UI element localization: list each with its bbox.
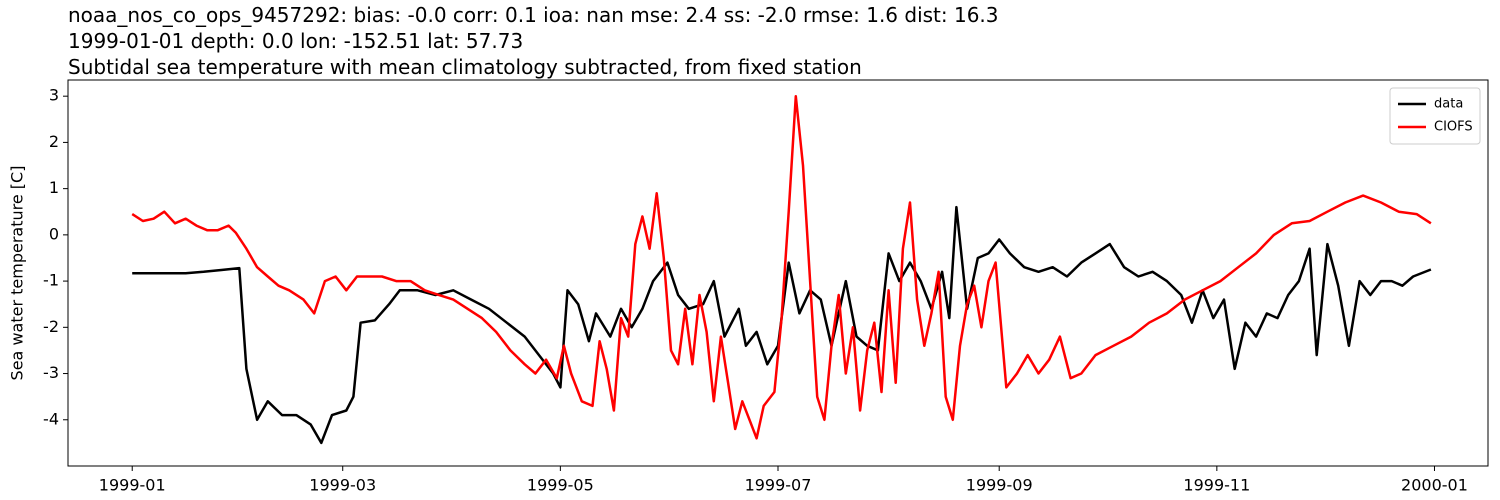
legend-label: data <box>1434 97 1463 112</box>
title-line: Subtidal sea temperature with mean clima… <box>68 55 862 79</box>
y-tick-label: 2 <box>49 132 59 151</box>
x-tick-label: 1999-07 <box>745 476 812 495</box>
y-tick-label: -4 <box>43 409 59 428</box>
series-line <box>131 94 1432 440</box>
x-tick-label: 1999-09 <box>966 476 1033 495</box>
y-tick-label: -2 <box>43 317 59 336</box>
x-tick-label: 1999-01 <box>99 476 166 495</box>
y-tick-label: -1 <box>43 271 59 290</box>
y-tick-label: 3 <box>49 86 59 105</box>
legend-box <box>1389 87 1481 145</box>
title-line: 1999-01-01 depth: 0.0 lon: -152.51 lat: … <box>68 29 523 53</box>
y-axis-label: Sea water temperature [C] <box>8 166 27 381</box>
x-tick-label: 1999-05 <box>527 476 594 495</box>
legend-label: CIOFS <box>1434 120 1473 135</box>
y-tick-label: 1 <box>49 178 59 197</box>
x-tick-label: 1999-03 <box>309 476 376 495</box>
y-tick-label: -3 <box>43 363 59 382</box>
title-line: noaa_nos_co_ops_9457292: bias: -0.0 corr… <box>68 3 999 27</box>
y-tick-label: 0 <box>49 224 59 243</box>
plot-frame <box>67 79 1489 467</box>
x-tick-label: 2000-01 <box>1401 476 1468 495</box>
series-line <box>132 205 1432 445</box>
x-tick-label: 1999-11 <box>1183 476 1250 495</box>
